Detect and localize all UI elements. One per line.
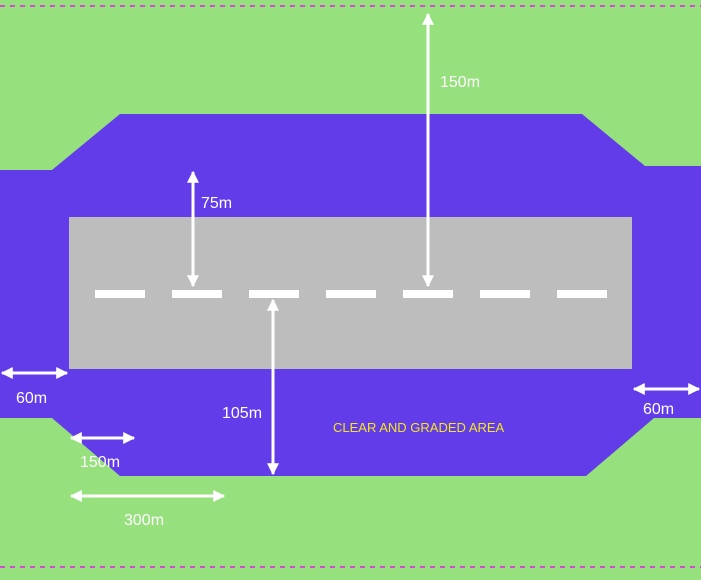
- runway-centerline: [95, 290, 607, 298]
- centerline-dash: [172, 290, 222, 298]
- centerline-dash: [480, 290, 530, 298]
- left-margin-label: 60m: [16, 390, 47, 407]
- runway-offset-label: 75m: [201, 195, 232, 212]
- clear-graded-area-label: CLEAR AND GRADED AREA: [333, 420, 505, 435]
- centerline-dash: [95, 290, 145, 298]
- centerline-dash: [326, 290, 376, 298]
- centerline-dash: [403, 290, 453, 298]
- right-margin-label: 60m: [643, 401, 674, 418]
- chamfer-length-label: 300m: [124, 512, 164, 529]
- chamfer-width-label: 150m: [80, 454, 120, 471]
- centerline-dash: [249, 290, 299, 298]
- bottom-distance-label: 105m: [222, 405, 262, 422]
- top-distance-label: 150m: [440, 74, 480, 91]
- centerline-dash: [557, 290, 607, 298]
